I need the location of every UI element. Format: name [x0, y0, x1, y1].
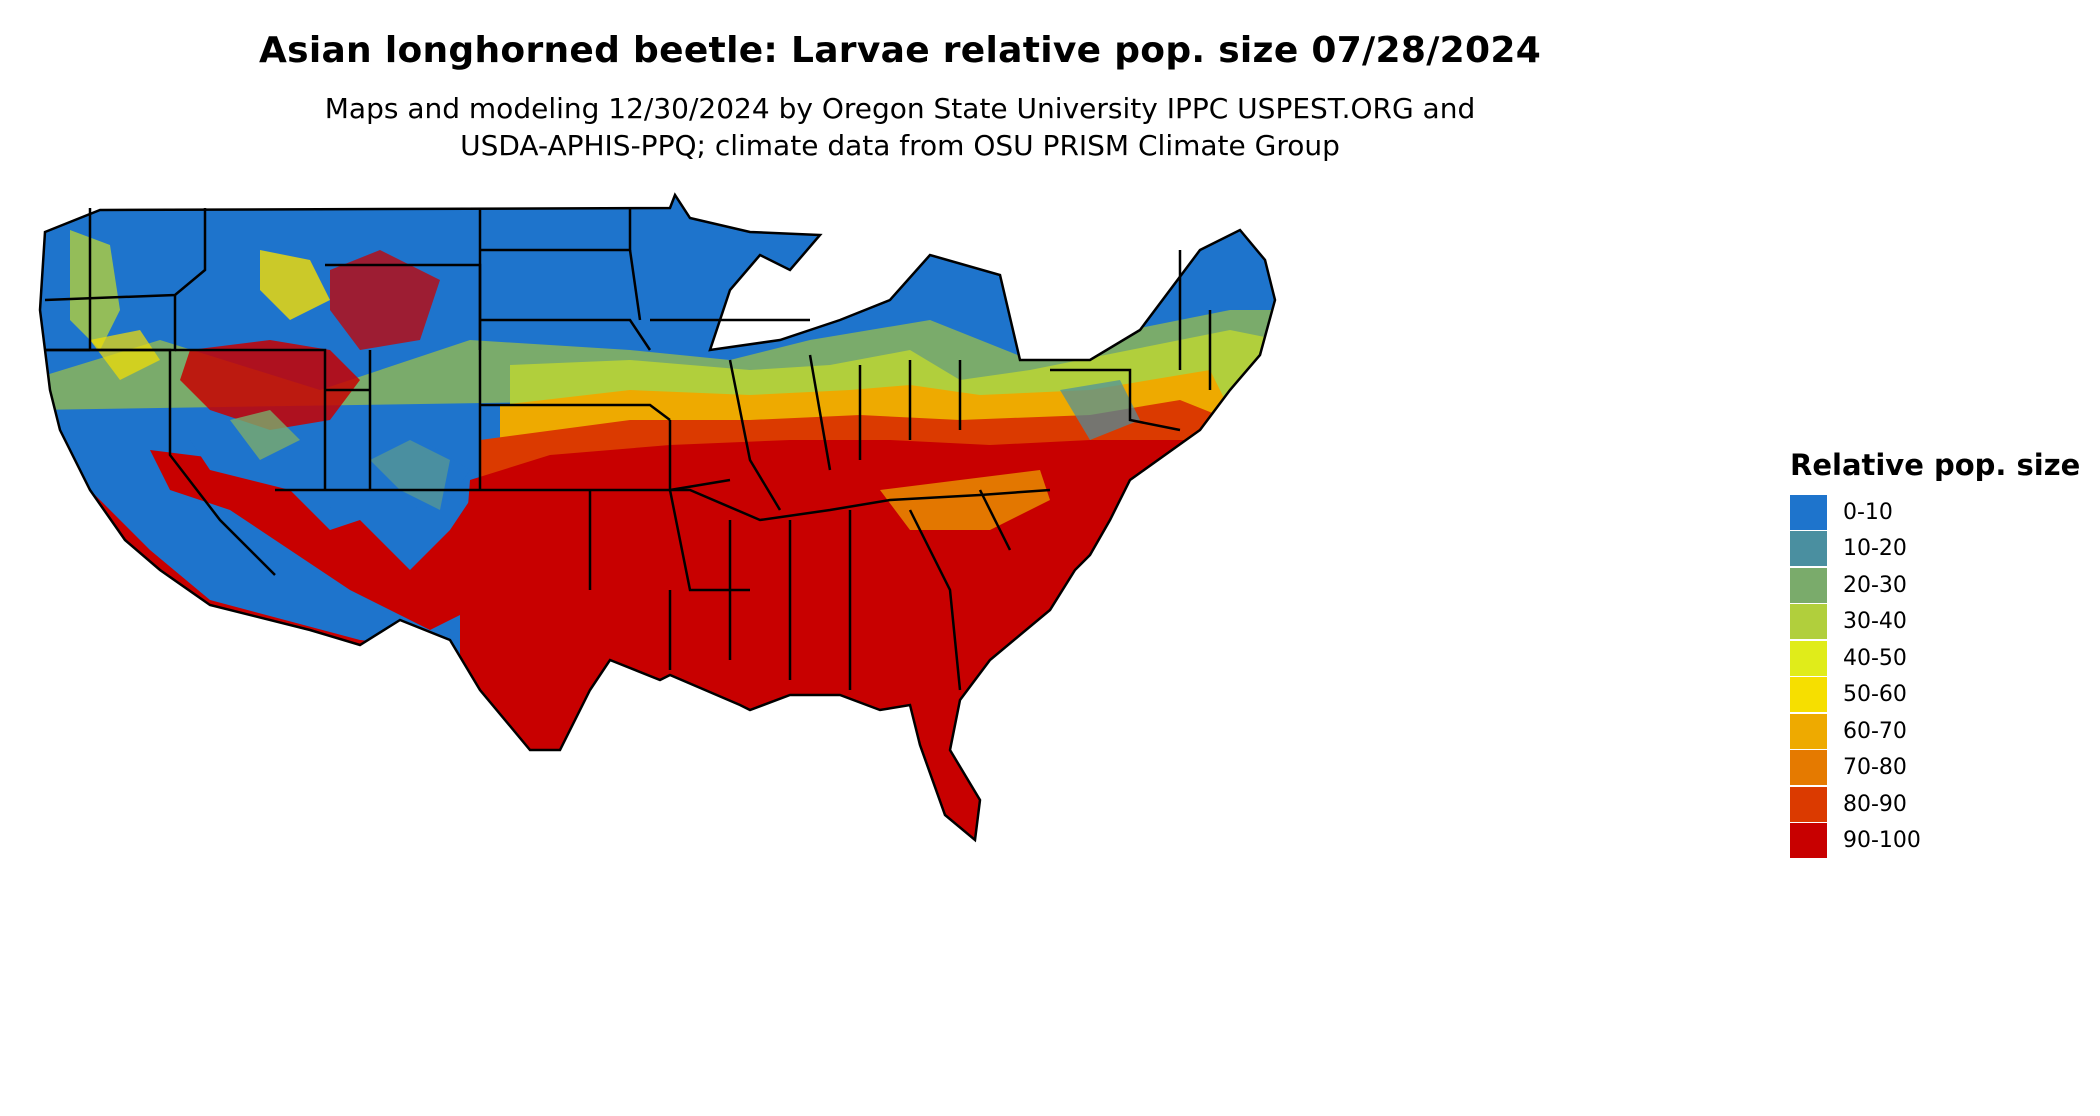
legend-swatch: [1790, 750, 1827, 786]
map-subtitle: Maps and modeling 12/30/2024 by Oregon S…: [0, 90, 1800, 164]
state-borders: [38, 192, 1277, 843]
legend: Relative pop. size 0-10 10-20 20-30 30-40 40…: [1790, 448, 2080, 859]
map-landmass: [40, 195, 1275, 840]
legend-label: 80-90: [1843, 791, 1907, 817]
legend-item: 60-70: [1790, 713, 2080, 750]
legend-item: 90-100: [1790, 823, 2080, 860]
legend-label: 60-70: [1843, 718, 1907, 744]
legend-swatch: [1790, 494, 1827, 530]
legend-item: 80-90: [1790, 786, 2080, 823]
legend-label: 90-100: [1843, 828, 1921, 854]
map-title: Asian longhorned beetle: Larvae relative…: [258, 30, 1542, 71]
us-population-map: [38, 192, 1277, 843]
subtitle-line-1: Maps and modeling 12/30/2024 by Oregon S…: [324, 92, 1476, 125]
legend-swatch: [1790, 567, 1827, 603]
legend-swatch: [1790, 677, 1827, 713]
legend-item: 10-20: [1790, 531, 2080, 568]
legend-label: 70-80: [1843, 755, 1907, 781]
legend-label: 40-50: [1843, 645, 1907, 671]
legend-item: 20-30: [1790, 567, 2080, 604]
legend-swatch: [1790, 604, 1827, 640]
legend-label: 10-20: [1843, 536, 1907, 562]
legend-swatch: [1790, 640, 1827, 676]
legend-title: Relative pop. size: [1790, 448, 2081, 482]
subtitle-line-2: USDA-APHIS-PPQ; climate data from OSU PR…: [460, 129, 1340, 162]
legend-swatch: [1790, 786, 1827, 822]
legend-label: 50-60: [1843, 682, 1907, 708]
legend-item: 50-60: [1790, 677, 2080, 714]
legend-item: 40-50: [1790, 640, 2080, 677]
legend-swatch: [1790, 713, 1827, 749]
legend-item: 30-40: [1790, 604, 2080, 641]
legend-label: 0-10: [1843, 499, 1893, 525]
legend-items: 0-10 10-20 20-30 30-40 40-50 50-60 60-70 70-80 8…: [1790, 494, 2080, 859]
legend-swatch: [1790, 823, 1827, 859]
legend-item: 70-80: [1790, 750, 2080, 787]
legend-label: 30-40: [1843, 609, 1907, 635]
legend-swatch: [1790, 531, 1827, 567]
legend-item: 0-10: [1790, 494, 2080, 531]
legend-label: 20-30: [1843, 572, 1907, 598]
